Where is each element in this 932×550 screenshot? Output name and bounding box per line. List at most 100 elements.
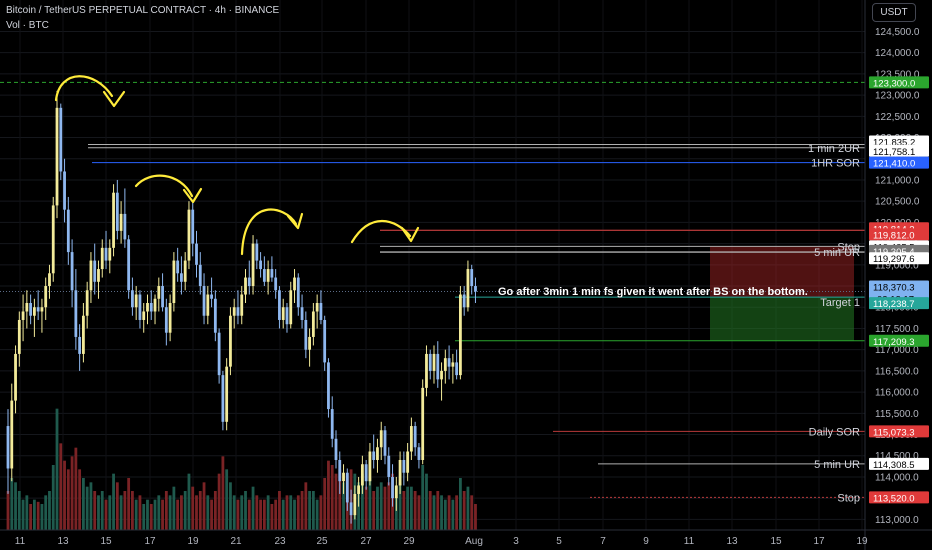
volume-bar xyxy=(387,482,391,530)
candle-body xyxy=(259,260,262,270)
price-tag xyxy=(869,297,929,310)
arrow-stroke xyxy=(134,174,194,198)
candle-body xyxy=(142,311,146,320)
volume-bar xyxy=(119,495,123,530)
volume-bar xyxy=(213,491,217,530)
price-tags: 123,300.0 121,835.2 1 min 2UR 121,758.1 1HR … xyxy=(808,76,929,504)
price-tag xyxy=(869,457,929,470)
y-tick-label: 113,000.0 xyxy=(875,515,919,526)
volume-bar xyxy=(323,478,327,530)
volume-bar xyxy=(413,491,417,530)
candle-body xyxy=(462,294,466,308)
volume-bar xyxy=(440,495,443,530)
chart-title: Bitcoin / TetherUS PERPETUAL CONTRACT · … xyxy=(6,5,280,16)
candle-body xyxy=(349,502,353,516)
volume-bar xyxy=(259,499,262,530)
candle-body xyxy=(127,239,131,291)
volume-bar xyxy=(293,499,296,530)
volume-bar xyxy=(451,499,455,530)
candle-body xyxy=(198,264,202,287)
volume-bar xyxy=(108,495,112,530)
candle-body xyxy=(59,107,63,172)
candle-body xyxy=(108,247,112,261)
candle-body xyxy=(225,366,229,422)
volume-bar xyxy=(240,495,244,530)
candle-body xyxy=(323,319,327,363)
candle-body xyxy=(451,362,455,367)
arrow-head xyxy=(182,187,203,204)
x-tick-label: 27 xyxy=(360,536,372,547)
candle-body xyxy=(32,307,36,316)
candle-body xyxy=(232,307,236,316)
candles xyxy=(6,90,477,524)
volume-bar xyxy=(153,499,157,530)
volume-bar xyxy=(432,495,436,530)
candle-body xyxy=(244,277,247,295)
volume-bar xyxy=(466,486,470,530)
volume-bar xyxy=(360,473,364,530)
volume-bar xyxy=(232,495,236,530)
y-tick-label: 120,500.0 xyxy=(875,197,920,208)
price-tag-text: 119,812.0 xyxy=(873,230,915,241)
candle-body xyxy=(70,252,74,291)
candle-body xyxy=(48,273,51,287)
volume-bar xyxy=(85,486,89,530)
volume-bar xyxy=(191,486,195,530)
y-tick-label: 121,000.0 xyxy=(875,175,920,186)
price-tag-text: 118,238.7 xyxy=(873,299,915,310)
candle-body xyxy=(270,269,274,278)
candle-body xyxy=(470,269,474,287)
volume-bar xyxy=(221,456,225,530)
y-tick-label: 115,500.0 xyxy=(875,409,919,420)
volume-bar xyxy=(112,473,115,530)
x-tick-label: 7 xyxy=(600,536,606,547)
candle-body xyxy=(168,303,172,333)
x-tick-label: 3 xyxy=(513,536,519,547)
candle-body xyxy=(217,332,221,376)
volume-bar xyxy=(334,473,338,530)
volume-bar xyxy=(262,499,266,530)
candle-body xyxy=(176,260,180,274)
currency-button[interactable]: USDT xyxy=(872,3,916,22)
y-tick-label: 123,500.0 xyxy=(875,69,920,80)
candle-body xyxy=(383,430,387,456)
volume-bar xyxy=(21,499,25,530)
candle-body xyxy=(409,426,413,452)
candle-body xyxy=(368,451,372,482)
candle-body xyxy=(97,269,100,282)
volume-indicator-label: Vol · BTC xyxy=(6,20,49,31)
candle-body xyxy=(63,171,66,210)
volume-bar xyxy=(470,495,474,530)
candle-body xyxy=(104,247,108,261)
level-label: Stop xyxy=(837,492,860,504)
volume-bar xyxy=(127,478,131,530)
y-tick-label: 124,000.0 xyxy=(875,48,920,59)
x-tick-label: 11 xyxy=(15,536,26,547)
volume-bar xyxy=(55,408,59,530)
volume-bar xyxy=(82,478,85,530)
candle-body xyxy=(210,294,213,299)
candle-body xyxy=(330,409,334,439)
volume-bar xyxy=(447,495,451,530)
volume-bar xyxy=(308,491,311,530)
x-tick-label: 17 xyxy=(144,536,156,547)
volume-bar xyxy=(270,504,274,530)
arrow-head xyxy=(286,212,304,230)
volume-bar xyxy=(97,495,100,530)
volume-bar xyxy=(236,499,240,530)
volume-bar xyxy=(315,499,319,530)
price-tag xyxy=(869,491,929,504)
x-tick-label: 21 xyxy=(230,536,242,547)
annotation-text: Go after 3min 1 min fs given it went aft… xyxy=(498,286,808,298)
candle-body xyxy=(262,269,266,282)
candle-body xyxy=(311,311,315,337)
volume-bar xyxy=(100,491,104,530)
y-tick-label: 117,000.0 xyxy=(875,345,919,356)
x-tick-label: Aug xyxy=(465,536,483,547)
candle-body xyxy=(180,273,183,282)
candle-body xyxy=(281,307,285,320)
volume-bar xyxy=(342,482,345,530)
price-tag xyxy=(869,252,929,265)
target-zone xyxy=(710,297,854,341)
